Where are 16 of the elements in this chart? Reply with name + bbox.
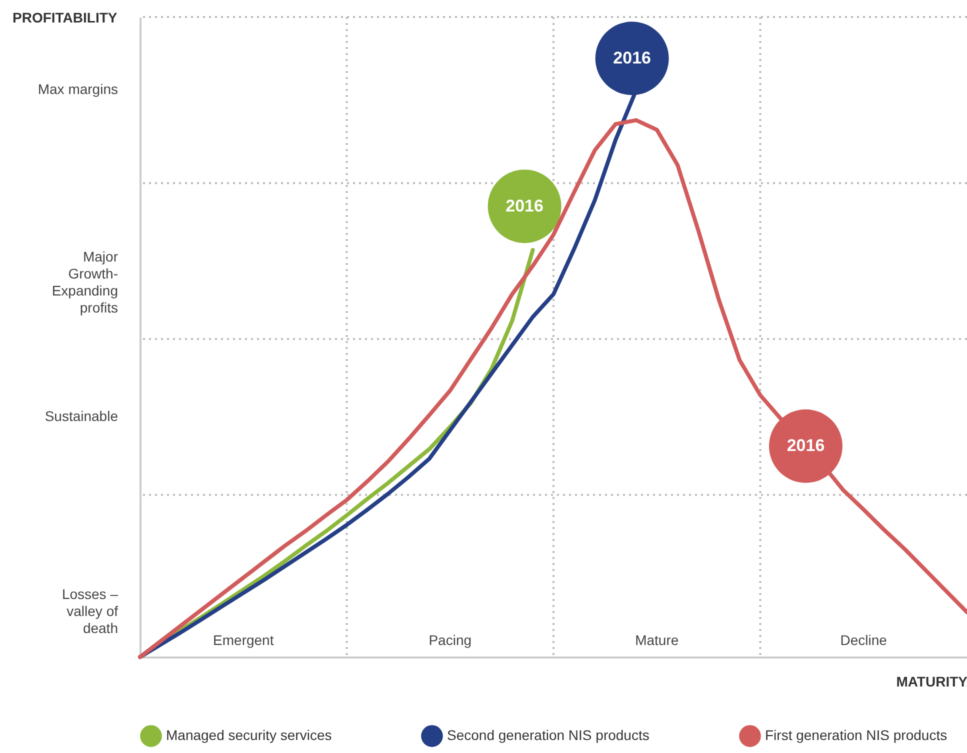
annotation: 2016 — [786, 436, 825, 456]
text: 2016 — [613, 48, 651, 68]
legend-label: First generation NIS products — [765, 727, 948, 744]
text: Sustainable — [44, 408, 118, 424]
y-axis-title: PROFITABILITY — [12, 10, 118, 26]
text: Losses – valley of death — [62, 586, 118, 636]
legend-label: Managed security services — [166, 727, 332, 744]
annotation: Decline — [840, 632, 888, 648]
annotation: 2016 — [506, 196, 544, 216]
annotation: Pacing — [428, 632, 472, 648]
legend-label: Second generation NIS products — [447, 727, 650, 744]
annotation: Mature — [635, 632, 679, 648]
annotation: Emergent — [213, 632, 274, 648]
x-axis-title: MATURITY — [896, 674, 967, 690]
text: Major Growth-Expanding profits — [52, 248, 118, 316]
text: Max margins — [38, 81, 118, 98]
